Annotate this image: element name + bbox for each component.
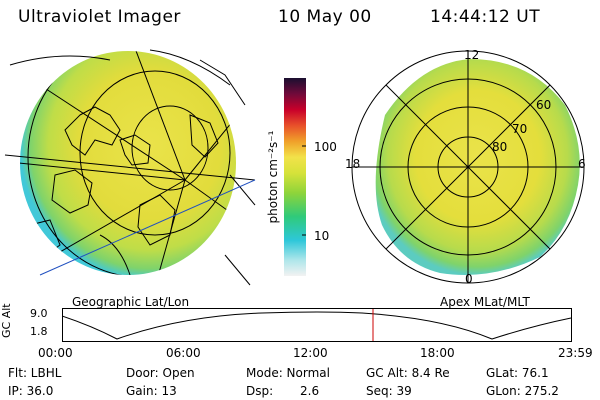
colorbar-unit-label: photon cm⁻²s⁻¹ bbox=[266, 130, 280, 224]
altitude-xtick-2359: 23:59 bbox=[558, 346, 593, 360]
dsp-value: 2.6 bbox=[300, 384, 320, 398]
altitude-ylabel: GC Alt bbox=[0, 303, 13, 338]
mlat-label-60: 60 bbox=[536, 98, 552, 112]
geo-longitude-status: GLon: 275.2 bbox=[486, 384, 559, 398]
mode-status: Mode: Normal bbox=[246, 366, 330, 380]
altitude-xtick-0000: 00:00 bbox=[38, 346, 73, 360]
ip-status: IP: 36.0 bbox=[8, 384, 54, 398]
mlat-label-70: 70 bbox=[512, 122, 528, 136]
sequence-status: Seq: 39 bbox=[366, 384, 412, 398]
magnetic-polar-image bbox=[351, 50, 585, 284]
colorbar bbox=[284, 78, 306, 276]
altitude-ytick-low: 1.8 bbox=[30, 325, 48, 338]
geo-latitude-status: GLat: 76.1 bbox=[486, 366, 549, 380]
mlt-label-12: 12 bbox=[464, 48, 480, 62]
date-label: 10 May 00 bbox=[278, 7, 372, 27]
geographic-image bbox=[4, 49, 256, 286]
colorbar-tick-10: 10 bbox=[314, 229, 330, 243]
geographic-caption: Geographic Lat/Lon bbox=[72, 295, 190, 309]
magnetic-caption: Apex MLat/MLT bbox=[440, 295, 530, 309]
gc-altitude-status: GC Alt: 8.4 Re bbox=[366, 366, 450, 380]
colorbar-tick-100: 100 bbox=[314, 140, 337, 154]
altitude-xtick-1800: 18:00 bbox=[420, 346, 455, 360]
mlat-label-80: 80 bbox=[492, 140, 508, 154]
instrument-title: Ultraviolet Imager bbox=[18, 7, 181, 27]
door-status: Door: Open bbox=[126, 366, 195, 380]
mlt-label-0: 0 bbox=[465, 272, 473, 286]
mlt-label-18: 18 bbox=[345, 157, 361, 171]
filter-status: Flt: LBHL bbox=[8, 366, 62, 380]
altitude-curve bbox=[62, 311, 572, 340]
time-label: 14:44:12 UT bbox=[430, 7, 541, 27]
geographic-aurora-disk bbox=[20, 51, 236, 275]
altitude-xtick-0600: 06:00 bbox=[166, 346, 201, 360]
altitude-xtick-1200: 12:00 bbox=[293, 346, 328, 360]
gain-status: Gain: 13 bbox=[126, 384, 177, 398]
mlt-label-6: 6 bbox=[578, 157, 586, 171]
altitude-ytick-high: 9.0 bbox=[30, 307, 48, 320]
altitude-plot bbox=[62, 308, 572, 342]
dsp-label: Dsp: bbox=[246, 384, 274, 398]
